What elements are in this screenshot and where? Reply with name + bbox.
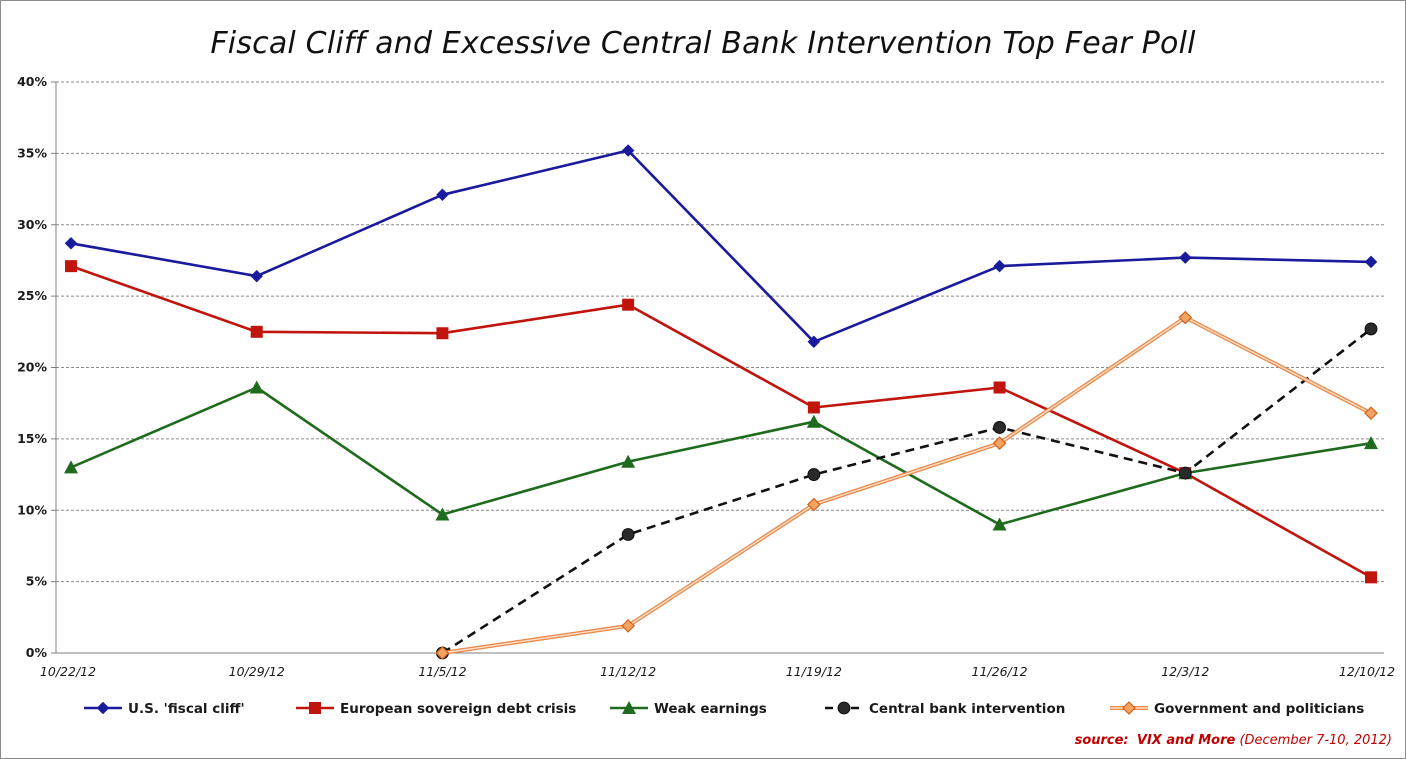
data-point	[1364, 255, 1378, 269]
source-note: source: VIX and More (December 7-10, 201…	[1075, 733, 1392, 748]
legend-label: U.S. 'fiscal cliff'	[128, 701, 245, 717]
data-point	[1364, 322, 1378, 336]
data-point	[249, 380, 264, 394]
legend: U.S. 'fiscal cliff' European sovereign de…	[84, 701, 1364, 717]
legend-swatch-marker	[309, 702, 321, 714]
data-point	[64, 236, 78, 250]
series-line	[70, 386, 1372, 526]
data-point	[435, 507, 450, 521]
x-tick-label: 10/22/12	[40, 664, 96, 679]
data-point	[1178, 466, 1192, 480]
legend-label: Government and politicians	[1154, 701, 1364, 717]
data-point	[621, 144, 635, 157]
y-tick-label: 5%	[26, 574, 48, 589]
legend-swatch-marker	[96, 701, 110, 715]
data-point	[807, 401, 820, 414]
series-line	[442, 316, 1372, 654]
data-point	[622, 298, 635, 311]
data-point	[1364, 436, 1378, 450]
data-point	[1178, 310, 1193, 325]
data-point	[1364, 406, 1378, 421]
x-tick-label: 12/10/12	[1339, 664, 1395, 679]
y-tick-label: 15%	[17, 431, 47, 446]
legend-item-government-and-politicians: Government and politicians	[1110, 701, 1364, 717]
legend-item-european-sovereign-debt-crisis: European sovereign debt crisis	[296, 701, 576, 717]
series-central-bank-intervention	[436, 322, 1378, 660]
y-tick-label: 30%	[17, 217, 47, 232]
series-lines	[64, 144, 1378, 660]
data-point	[435, 646, 450, 660]
data-point	[621, 454, 636, 468]
data-point	[807, 497, 821, 512]
data-point	[436, 327, 449, 340]
source-label: source:	[1074, 733, 1129, 748]
legend-item-central-bank-intervention: Central bank intervention	[825, 701, 1065, 717]
x-tick-label: 10/29/12	[229, 664, 285, 679]
gridlines	[56, 81, 1384, 583]
series-government-and-politicians	[435, 310, 1378, 660]
x-tick-label: 11/12/12	[600, 664, 656, 679]
data-point	[436, 188, 449, 202]
y-tick-label: 20%	[17, 360, 47, 375]
x-tick-label: 12/3/12	[1161, 664, 1209, 679]
legend-label: Central bank intervention	[869, 701, 1065, 717]
series-european-sovereign-debt-crisis	[65, 260, 1377, 584]
data-point	[807, 335, 821, 349]
y-tick-label: 0%	[26, 645, 48, 660]
data-point	[992, 517, 1007, 531]
data-point	[250, 325, 263, 338]
series-weak-earnings	[64, 380, 1378, 531]
x-tick-label: 11/19/12	[786, 664, 842, 679]
series-line	[70, 149, 1372, 344]
data-point	[1365, 571, 1377, 584]
series-u-s-fiscal-cliff	[64, 144, 1378, 349]
x-tick-label: 11/26/12	[972, 664, 1028, 679]
source-date: (December 7-10, 2012)	[1239, 733, 1392, 748]
data-point	[250, 269, 264, 283]
y-tick-label: 40%	[17, 74, 47, 89]
chart-title: Fiscal Cliff and Excessive Central Bank …	[210, 26, 1196, 61]
data-point	[993, 421, 1006, 434]
axes: 0% 5% 10% 15% 20% 25% 30% 35% 40% 10/22/12 10/29/1…	[17, 74, 1395, 679]
legend-label: European sovereign debt crisis	[340, 701, 576, 717]
data-point	[993, 259, 1006, 273]
data-point	[992, 436, 1007, 451]
legend-item-u-s-fiscal-cliff: U.S. 'fiscal cliff'	[84, 701, 245, 717]
legend-swatch-marker	[1122, 701, 1136, 715]
y-tick-label: 25%	[17, 288, 47, 303]
y-tick-label: 10%	[17, 502, 47, 517]
data-point	[621, 619, 635, 633]
data-point	[806, 414, 821, 428]
legend-label: Weak earnings	[654, 701, 767, 717]
x-tick-label: 11/5/12	[418, 664, 466, 679]
data-point	[64, 460, 78, 474]
data-point	[621, 528, 635, 541]
series-line	[441, 327, 1372, 655]
series-line	[70, 264, 1372, 579]
legend-item-weak-earnings: Weak earnings	[610, 701, 767, 717]
source-name: VIX and More	[1136, 733, 1236, 748]
legend-swatch-marker	[837, 701, 851, 715]
data-point	[807, 468, 821, 481]
y-tick-label: 35%	[17, 145, 47, 160]
legend-swatch-marker	[622, 701, 636, 714]
data-point	[993, 381, 1006, 394]
data-point	[65, 260, 77, 273]
data-point	[1178, 251, 1192, 264]
